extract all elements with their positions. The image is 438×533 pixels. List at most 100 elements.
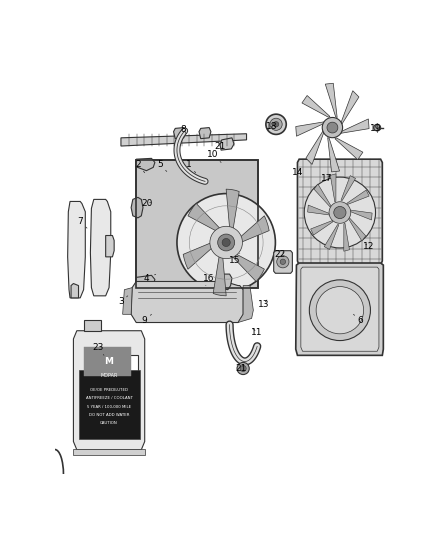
Polygon shape (314, 184, 331, 207)
Text: CAUTION: CAUTION (100, 421, 118, 425)
Polygon shape (123, 288, 132, 314)
Text: 20: 20 (141, 199, 153, 208)
Circle shape (329, 201, 351, 223)
Text: M: M (105, 357, 113, 366)
Text: 15: 15 (229, 254, 240, 265)
Text: DO NOT ADD WATER: DO NOT ADD WATER (89, 413, 129, 417)
Text: 5 YEAR / 100,000 MILE: 5 YEAR / 100,000 MILE (87, 405, 131, 409)
Polygon shape (231, 253, 265, 281)
Polygon shape (324, 224, 339, 249)
Circle shape (277, 256, 289, 268)
Polygon shape (311, 221, 333, 235)
Polygon shape (173, 127, 185, 139)
Text: 10: 10 (207, 150, 221, 163)
Polygon shape (135, 158, 155, 171)
Circle shape (316, 287, 364, 334)
Polygon shape (131, 197, 143, 218)
Text: 2: 2 (135, 160, 145, 173)
Polygon shape (274, 251, 292, 273)
Polygon shape (220, 138, 234, 150)
Bar (74, 448, 145, 455)
Text: 9: 9 (142, 314, 152, 325)
Polygon shape (121, 134, 247, 146)
Bar (136, 160, 258, 288)
Circle shape (309, 280, 371, 341)
Polygon shape (71, 284, 78, 298)
Polygon shape (341, 91, 359, 125)
Polygon shape (301, 267, 379, 351)
Text: 5: 5 (157, 160, 167, 172)
Circle shape (210, 227, 243, 259)
Polygon shape (296, 122, 324, 136)
Circle shape (218, 234, 235, 251)
Circle shape (327, 122, 338, 133)
Circle shape (266, 114, 286, 134)
Text: 23: 23 (92, 343, 104, 356)
Text: 4: 4 (144, 273, 156, 282)
Text: 21: 21 (235, 364, 247, 373)
Text: 16: 16 (203, 273, 215, 286)
Polygon shape (135, 276, 155, 290)
Polygon shape (84, 347, 131, 376)
Polygon shape (213, 254, 226, 296)
Text: OE/OE PREDILUTED: OE/OE PREDILUTED (90, 388, 128, 392)
Polygon shape (307, 205, 330, 215)
Polygon shape (328, 138, 339, 172)
Polygon shape (330, 174, 336, 202)
Polygon shape (84, 320, 101, 330)
Circle shape (177, 193, 276, 292)
Polygon shape (347, 190, 369, 205)
Polygon shape (341, 119, 369, 133)
Polygon shape (325, 83, 337, 118)
Polygon shape (349, 217, 366, 241)
Bar (78, 370, 140, 440)
Polygon shape (188, 204, 221, 232)
Circle shape (237, 362, 249, 375)
Polygon shape (183, 241, 215, 269)
Polygon shape (335, 138, 363, 160)
Polygon shape (218, 274, 232, 290)
Polygon shape (238, 286, 253, 322)
Text: 21: 21 (214, 142, 226, 150)
Polygon shape (226, 189, 239, 231)
Polygon shape (350, 210, 372, 220)
Text: 17: 17 (321, 174, 332, 183)
Circle shape (273, 122, 279, 127)
Text: ANTIFREEZE / COOLANT: ANTIFREEZE / COOLANT (85, 397, 133, 400)
Polygon shape (341, 175, 356, 200)
Text: 7: 7 (78, 217, 87, 228)
Circle shape (270, 118, 282, 131)
Text: 12: 12 (363, 242, 374, 251)
Text: 6: 6 (353, 314, 363, 325)
Text: 1: 1 (186, 160, 196, 173)
Polygon shape (90, 199, 111, 296)
Circle shape (334, 206, 346, 219)
Text: MOPAR: MOPAR (100, 374, 118, 378)
Bar (136, 160, 258, 288)
Polygon shape (296, 263, 383, 356)
Circle shape (322, 117, 343, 138)
Circle shape (280, 259, 286, 264)
Polygon shape (114, 354, 138, 384)
Polygon shape (306, 131, 324, 164)
Text: 13: 13 (258, 300, 269, 309)
Text: 11: 11 (251, 328, 262, 337)
Polygon shape (67, 201, 85, 298)
Polygon shape (238, 216, 269, 244)
Text: 8: 8 (181, 125, 187, 134)
Polygon shape (344, 223, 350, 251)
Text: 22: 22 (275, 251, 286, 259)
Circle shape (374, 124, 381, 131)
Text: 14: 14 (292, 168, 303, 177)
Text: 19: 19 (370, 124, 381, 133)
Circle shape (222, 238, 230, 247)
Text: 3: 3 (118, 296, 128, 306)
Circle shape (240, 366, 246, 372)
Circle shape (304, 177, 375, 248)
Polygon shape (302, 95, 330, 117)
Polygon shape (199, 127, 211, 139)
Text: 18: 18 (266, 122, 278, 131)
Polygon shape (74, 330, 145, 450)
Polygon shape (106, 236, 114, 257)
Polygon shape (131, 281, 243, 322)
